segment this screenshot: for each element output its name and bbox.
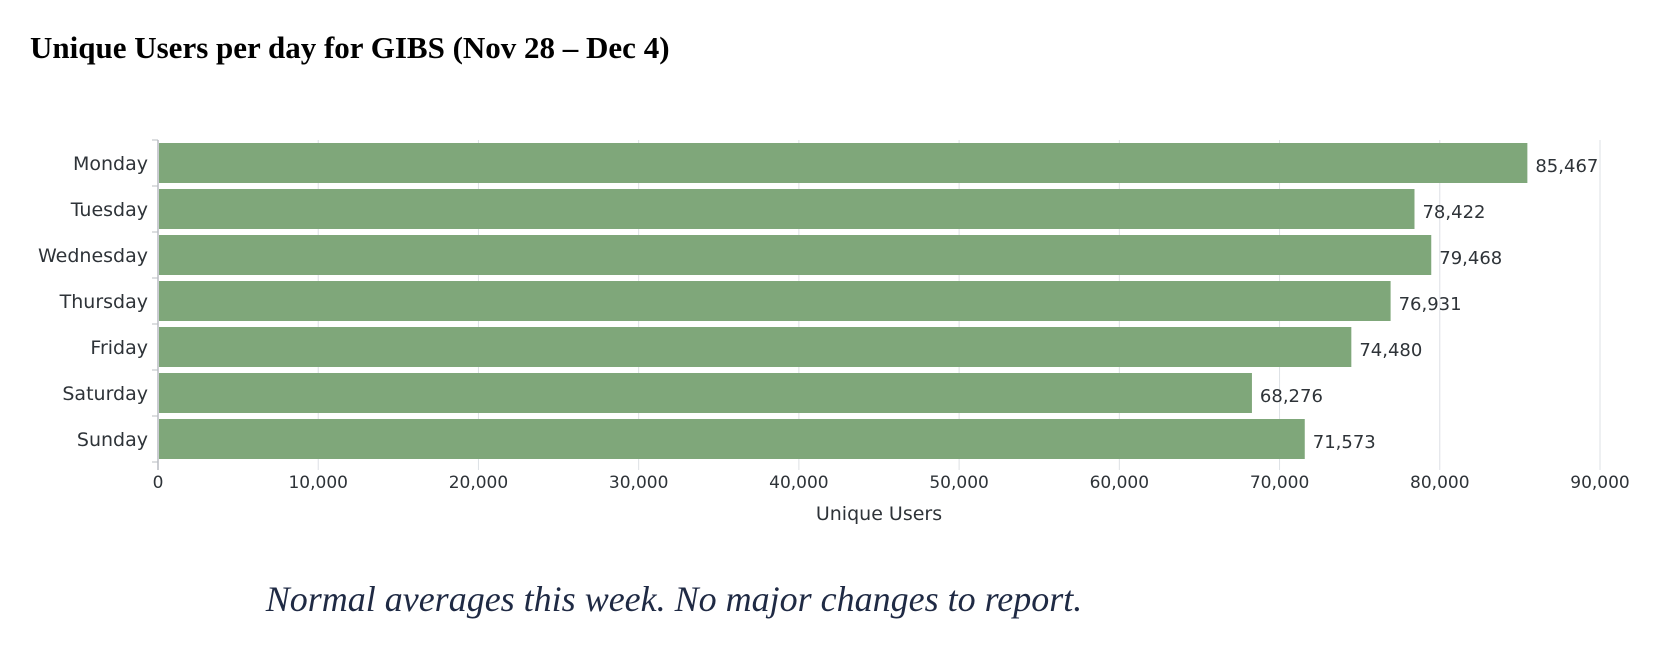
x-axis: 0 10,000 20,000 30,000 40,000 50,000 60,000 70,…	[152, 139, 1630, 493]
bar	[159, 235, 1432, 275]
x-tick-label: 60,000	[1090, 473, 1149, 493]
x-tick-label: 40,000	[769, 473, 828, 493]
category-label: Saturday	[62, 383, 148, 405]
data-label: 68,276	[1260, 386, 1323, 407]
category-label: Friday	[90, 337, 148, 359]
x-tick-label: 70,000	[1250, 473, 1309, 493]
data-label: 85,467	[1535, 156, 1598, 177]
category-label: Wednesday	[38, 245, 148, 267]
bar	[159, 419, 1305, 459]
data-label: 78,422	[1422, 202, 1485, 223]
category-labels: Monday Tuesday Wednesday Thursday Friday Satu…	[38, 153, 148, 451]
bars	[159, 143, 1528, 459]
data-label: 71,573	[1313, 432, 1376, 453]
x-tick-label: 0	[153, 473, 164, 493]
data-labels: 85,467 78,422 79,468 76,931 74,480 68,276 71,5…	[1260, 156, 1598, 453]
bar	[159, 327, 1352, 367]
chart-title: Unique Users per day for GIBS (Nov 28 – …	[30, 30, 670, 65]
data-label: 79,468	[1439, 248, 1502, 269]
bar-chart: Monday Tuesday Wednesday Thursday Friday Satu…	[38, 139, 1630, 525]
bar	[159, 281, 1391, 321]
category-label: Sunday	[77, 429, 148, 451]
x-tick-label: 10,000	[288, 473, 347, 493]
x-tick-label: 50,000	[929, 473, 988, 493]
category-label: Monday	[73, 153, 148, 175]
bar	[159, 143, 1528, 183]
data-label: 76,931	[1399, 294, 1462, 315]
category-label: Thursday	[59, 291, 148, 313]
category-label: Tuesday	[70, 199, 148, 221]
bar	[159, 373, 1252, 413]
x-tick-label: 90,000	[1570, 473, 1629, 493]
bar	[159, 189, 1415, 229]
data-label: 74,480	[1359, 340, 1422, 361]
x-axis-title: Unique Users	[816, 503, 942, 525]
caption: Normal averages this week. No major chan…	[265, 579, 1083, 619]
x-tick-label: 80,000	[1410, 473, 1469, 493]
x-tick-label: 20,000	[449, 473, 508, 493]
x-tick-label: 30,000	[609, 473, 668, 493]
